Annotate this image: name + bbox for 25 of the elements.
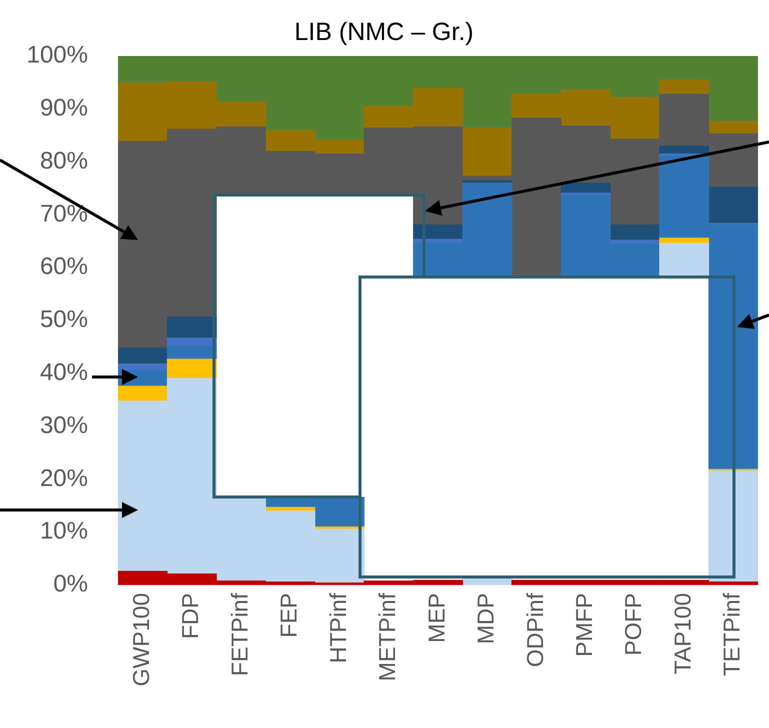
y-tick-label: 50% [40,306,88,334]
x-tick-label: PMFP [571,593,598,657]
y-tick-label: 90% [40,94,88,122]
x-tick-label: FEP [276,593,302,638]
x-tick-label: ODPinf [522,592,548,668]
y-tick-label: 10% [40,518,88,545]
y-tick-label: 60% [40,253,88,280]
y-tick-label: 40% [40,359,88,386]
y-tick-label: 20% [40,464,88,492]
y-tick-label: 30% [40,412,88,439]
x-tick-label: FDP [177,593,204,639]
x-tick-label: MDP [472,593,499,644]
y-tick-label: 100% [26,42,88,69]
x-tick-label: HTPinf [324,592,351,664]
x-tick-label: FETPinf [226,592,252,676]
chart-title: LIB (NMC – Gr.) [294,18,474,46]
y-tick-label: 70% [40,200,88,228]
x-tick-label: MEP [423,593,450,643]
x-tick-label: TETPinf [718,592,745,676]
y-tick-label: 0% [53,570,88,598]
x-tick-label: TAP100 [669,593,696,674]
x-tick-label: POFP [620,593,646,656]
y-tick-label: 80% [40,147,88,174]
x-tick-label: METPinf [374,592,400,682]
x-tick-label: GWP100 [128,593,154,686]
